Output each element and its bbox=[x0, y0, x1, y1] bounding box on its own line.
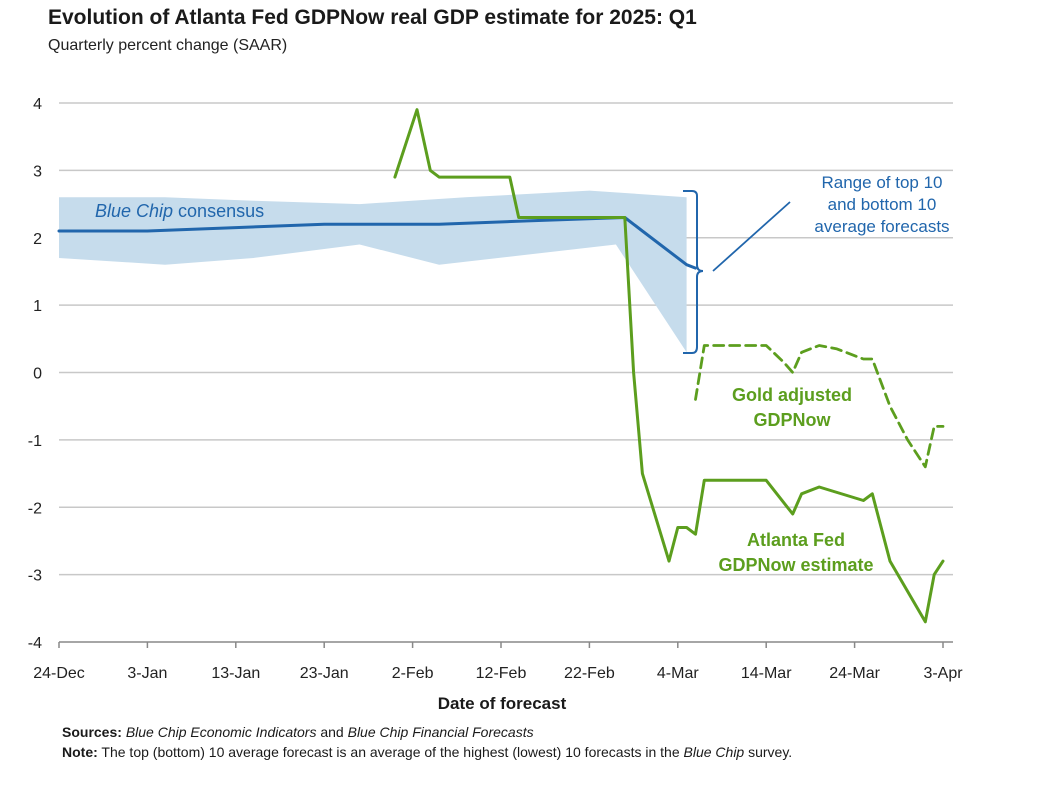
blue-chip-label-italic: Blue Chip bbox=[95, 201, 173, 221]
x-tick-label: 12-Feb bbox=[476, 665, 527, 682]
range-bracket bbox=[683, 190, 704, 354]
x-tick-label: 4-Mar bbox=[657, 665, 699, 682]
sources-line: Sources: Blue Chip Economic Indicators a… bbox=[62, 722, 922, 742]
note-text-2: survey. bbox=[744, 744, 793, 760]
y-tick-label: 1 bbox=[33, 298, 42, 315]
y-tick-label: -3 bbox=[28, 568, 42, 585]
chart-subtitle: Quarterly percent change (SAAR) bbox=[48, 37, 288, 54]
x-tick-label: 23-Jan bbox=[300, 665, 349, 682]
x-axis-label: Date of forecast bbox=[438, 694, 567, 713]
x-tick-label: 13-Jan bbox=[211, 665, 260, 682]
x-tick-label: 14-Mar bbox=[741, 665, 792, 682]
chart-title: Evolution of Atlanta Fed GDPNow real GDP… bbox=[48, 6, 697, 29]
note-italic: Blue Chip bbox=[683, 744, 745, 760]
atlanta-fed-gdpnow-line bbox=[393, 108, 945, 624]
blue-chip-label: Blue Chip consensus bbox=[95, 201, 264, 221]
band-layer bbox=[59, 190, 687, 353]
note-text-1: The top (bottom) 10 average forecast is … bbox=[97, 744, 684, 760]
note-line: Note: The top (bottom) 10 average foreca… bbox=[62, 742, 922, 762]
x-tick-label: 3-Apr bbox=[923, 665, 963, 682]
footnotes: Sources: Blue Chip Economic Indicators a… bbox=[62, 722, 922, 762]
y-tick-label: -2 bbox=[28, 500, 42, 517]
blue-chip-label-rest: consensus bbox=[173, 201, 264, 221]
range-label-1: Range of top 10 bbox=[822, 173, 943, 192]
x-tick-label: 3-Jan bbox=[127, 665, 167, 682]
note-label: Note: bbox=[62, 744, 98, 760]
x-tick-label: 2-Feb bbox=[392, 665, 434, 682]
sources-label: Sources: bbox=[62, 724, 122, 740]
x-tick-label: 24-Mar bbox=[829, 665, 880, 682]
sources-and: and bbox=[316, 724, 348, 740]
axis-layer: 4 3 2 1 0 -1 -2 -3 -4 24-Dec 3-Jan 13-Jan 23-Jan 2-Fe… bbox=[28, 96, 963, 682]
gold-adjusted-gdpnow-line bbox=[694, 344, 945, 469]
y-tick-label: -4 bbox=[28, 635, 42, 652]
atl-label-2: GDPNow estimate bbox=[718, 555, 873, 575]
gold-label-1: Gold adjusted bbox=[732, 385, 852, 405]
series-layer bbox=[57, 108, 945, 624]
gold-label-2: GDPNow bbox=[753, 410, 831, 430]
gdpnow-line-chart: 4 3 2 1 0 -1 -2 -3 -4 24-Dec 3-Jan 13-Jan 23-Jan 2-Fe… bbox=[28, 96, 963, 713]
sources-italic-2: Blue Chip Financial Forecasts bbox=[347, 724, 534, 740]
y-tick-label: 0 bbox=[33, 366, 42, 383]
x-tick-label: 22-Feb bbox=[564, 665, 615, 682]
x-tick-label: 24-Dec bbox=[33, 665, 85, 682]
atl-label-1: Atlanta Fed bbox=[747, 530, 845, 550]
range-label-2: and bottom 10 bbox=[828, 195, 937, 214]
forecast-range-band bbox=[59, 190, 687, 353]
range-connector-line bbox=[712, 201, 791, 272]
range-label-3: average forecasts bbox=[814, 217, 949, 236]
y-tick-label: 3 bbox=[33, 163, 42, 180]
y-tick-label: 2 bbox=[33, 231, 42, 248]
y-tick-label: 4 bbox=[33, 96, 42, 113]
sources-italic-1: Blue Chip Economic Indicators bbox=[125, 724, 317, 740]
blue-chip-consensus-line bbox=[57, 216, 697, 270]
y-tick-label: -1 bbox=[28, 433, 42, 450]
